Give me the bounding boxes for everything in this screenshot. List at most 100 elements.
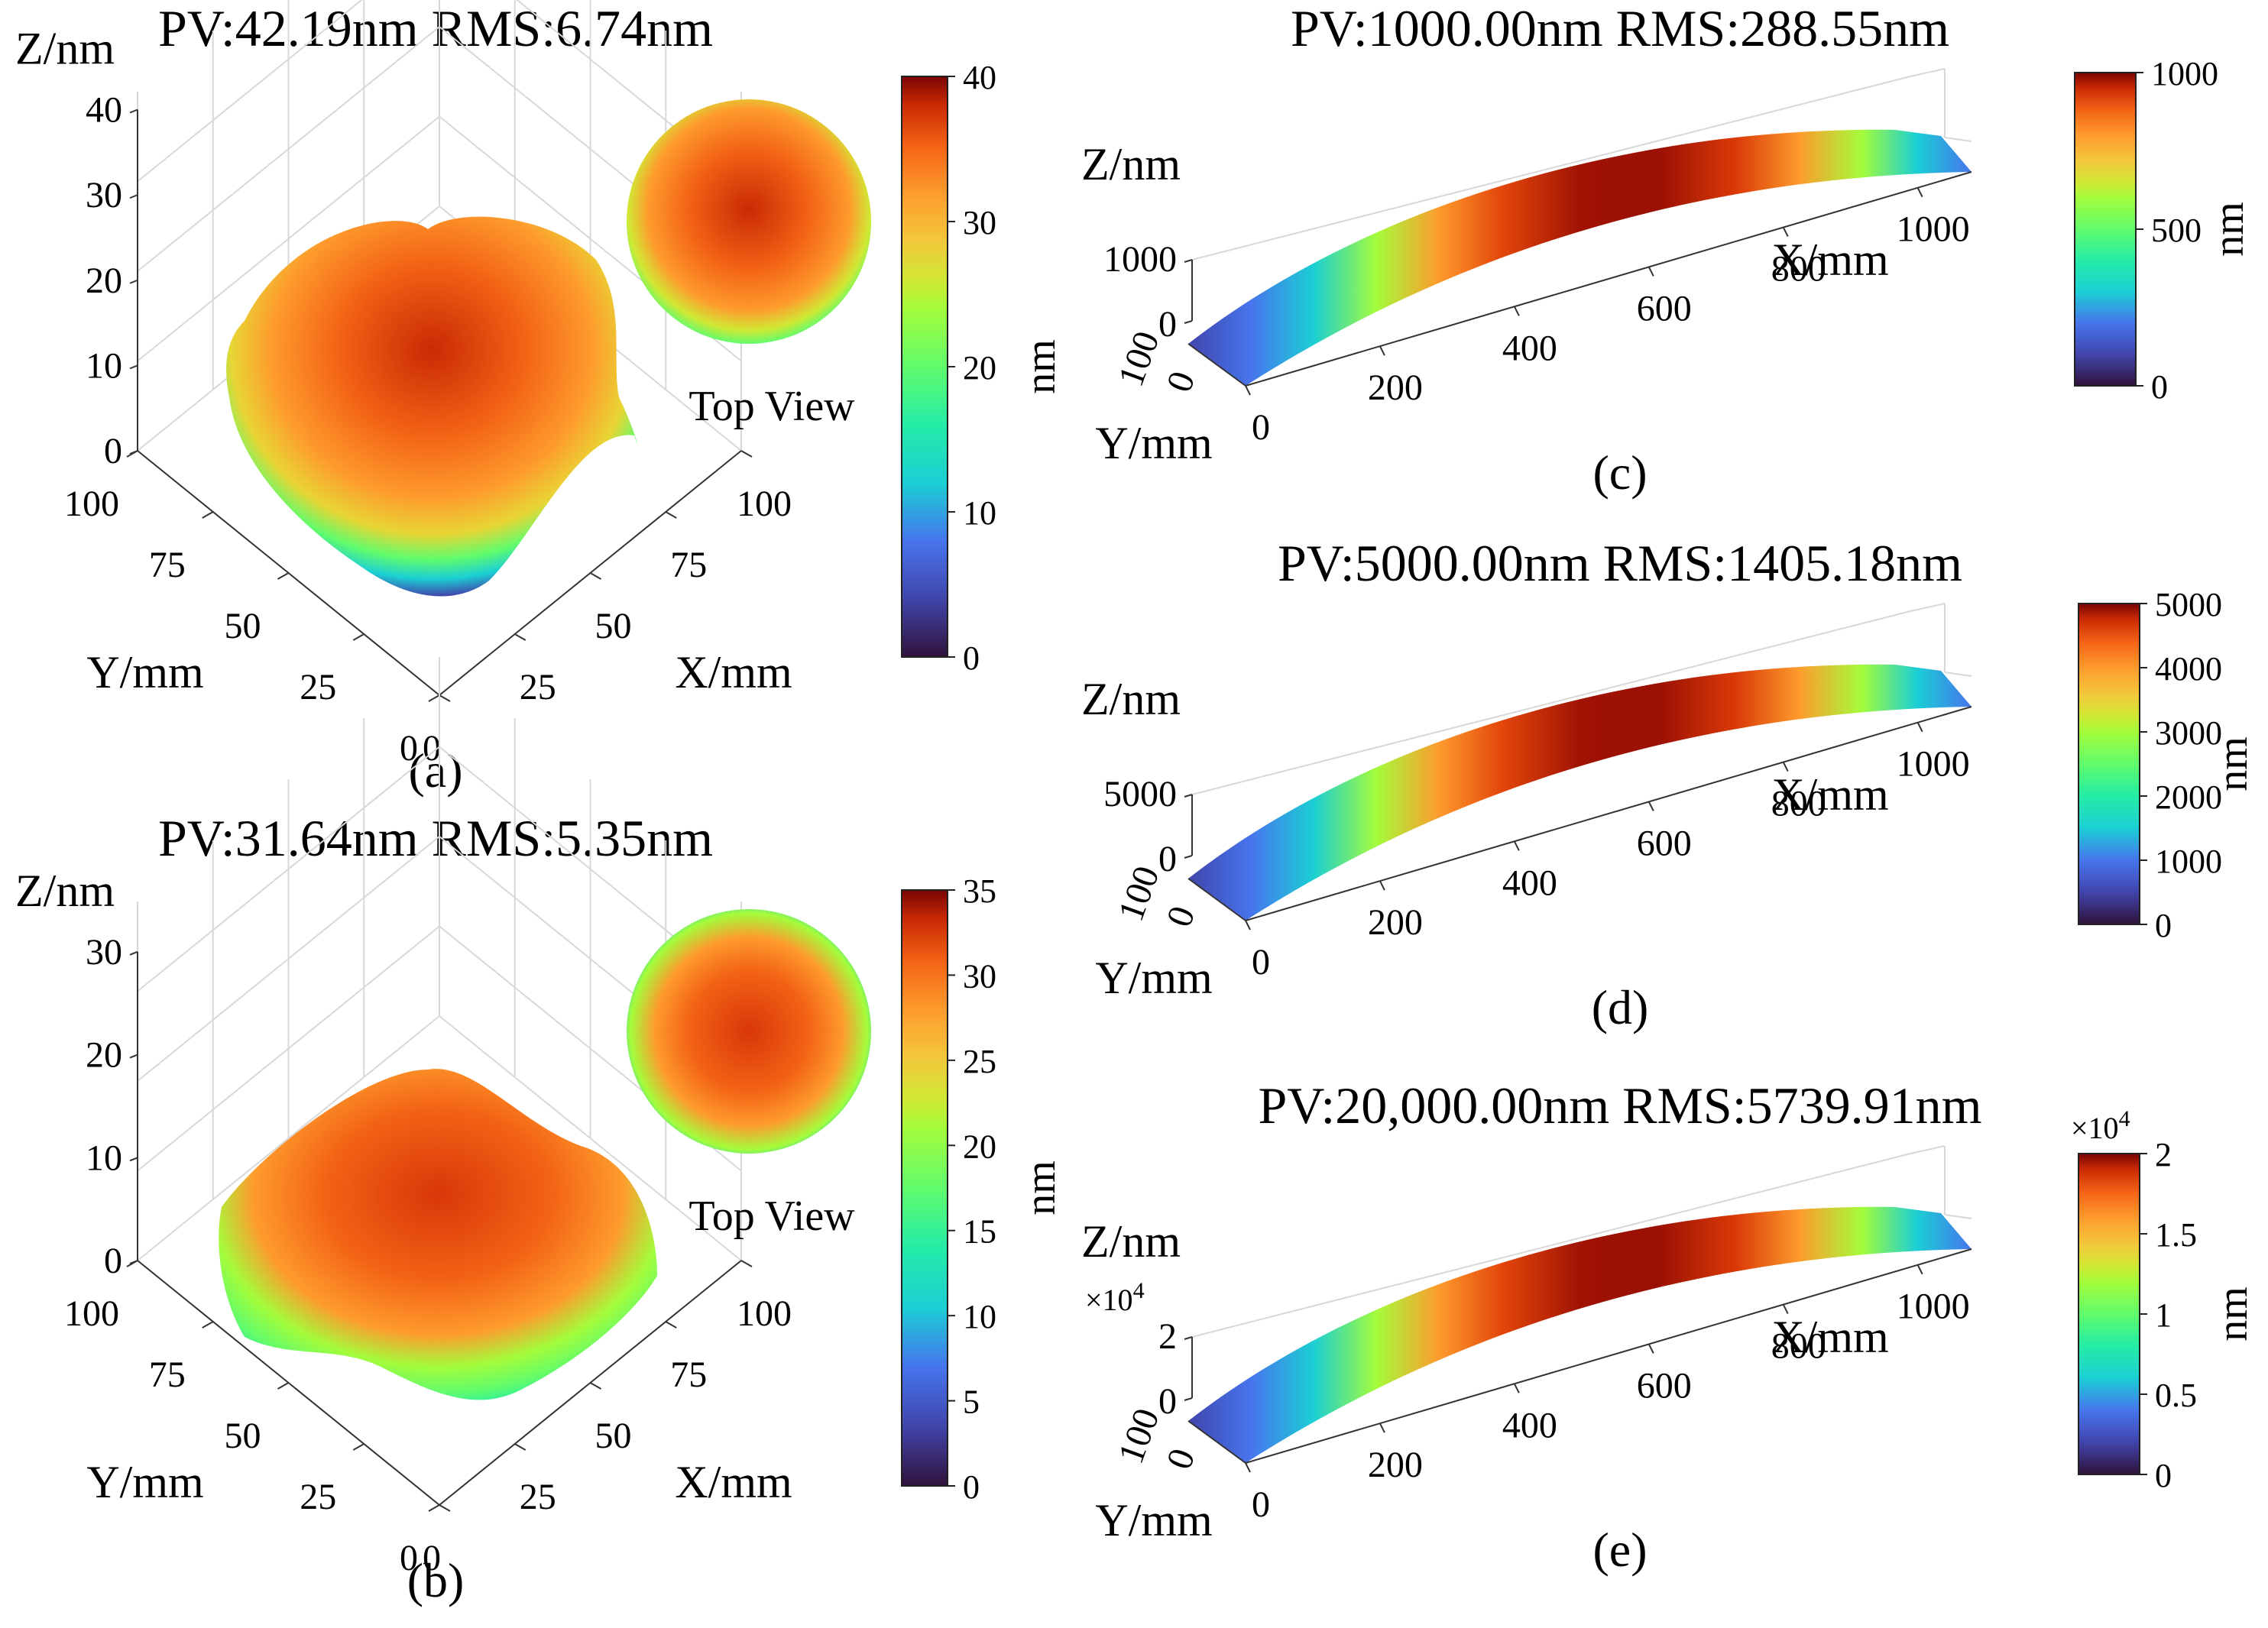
- colorbar-tick-label: 0: [963, 639, 980, 677]
- colorbar-label: nm: [2205, 202, 2253, 257]
- x-tick-label: 50: [595, 606, 632, 646]
- x-tick-label: 25: [520, 1477, 556, 1517]
- x-tick-label: 800: [1771, 784, 1826, 824]
- x-tick-label: 25: [520, 667, 556, 707]
- panel-title: PV:5000.00nm RMS:1405.18nm: [1278, 534, 1962, 592]
- z-tick-mark: [129, 450, 138, 455]
- y-axis-line: [1187, 1420, 1246, 1464]
- y-tick-label: 25: [300, 667, 336, 707]
- x-tick-label: 800: [1771, 249, 1826, 290]
- z-tick-mark: [1184, 855, 1193, 859]
- top-view-inset: [627, 909, 871, 1154]
- x-tick-label: 0: [423, 1538, 441, 1578]
- x-tick-label: 600: [1637, 823, 1692, 863]
- z-axis-label: Z/nm: [15, 24, 115, 74]
- z-tick-mark: [129, 279, 138, 284]
- colorbar-tick-label: 0.5: [2155, 1377, 2197, 1414]
- z-tick-label: 0: [1158, 1381, 1177, 1422]
- surface-e: [1188, 1206, 1972, 1463]
- x-axis-label: X/mm: [1771, 235, 1888, 285]
- colorbar-tick-label: 1000: [2155, 843, 2222, 880]
- x-tick-mark: [1648, 1343, 1654, 1354]
- colorbar-tick-label: 1000: [2151, 55, 2218, 92]
- x-tick-mark: [1916, 187, 1923, 198]
- x-tick-label: 75: [670, 1355, 707, 1395]
- colorbar-tick-label: 2000: [2155, 778, 2222, 816]
- surface-a: [226, 216, 637, 597]
- z-tick-mark: [1184, 259, 1193, 263]
- y-axis-label: Y/mm: [1095, 1495, 1212, 1545]
- x-tick-mark: [1513, 1383, 1520, 1393]
- y-axis-line: [1187, 878, 1246, 921]
- panel-title: PV:42.19nm RMS:6.74nm: [158, 0, 713, 57]
- x-tick-label: 800: [1771, 1326, 1826, 1367]
- y-tick-label: 25: [300, 1477, 336, 1517]
- grid-line: [1910, 68, 1946, 77]
- panel-d: PV:5000.00nm RMS:1405.18nm 0 200 400 600 800 1…: [1081, 534, 2257, 1034]
- colorbar-tick-label: 0: [2151, 368, 2168, 406]
- z-tick-label: 10: [86, 1138, 122, 1178]
- y-tick-mark: [352, 633, 364, 641]
- y-tick-label: 100: [64, 1293, 119, 1334]
- z-tick-mark: [129, 194, 138, 199]
- y-axis-label: Y/mm: [1095, 418, 1212, 468]
- y-tick-label: 75: [149, 545, 186, 585]
- y-tick-label: 75: [149, 1355, 186, 1395]
- colorbar-label: nm: [1017, 1160, 1064, 1215]
- x-tick-mark: [1245, 1462, 1251, 1473]
- x-tick-mark: [1513, 840, 1520, 851]
- x-tick-label: 0: [1252, 407, 1270, 448]
- z-axis-label: Z/nm: [1081, 674, 1181, 724]
- y-tick-label: 0: [400, 728, 418, 769]
- z-axis-label: Z/nm: [1081, 139, 1181, 189]
- colorbar-tick-label: 1: [2155, 1296, 2172, 1334]
- top-view-label: Top View: [688, 383, 855, 430]
- x-tick-mark: [740, 1260, 753, 1267]
- panel-label: (d): [1592, 980, 1649, 1034]
- grid-line: [1944, 137, 1972, 142]
- colorbar-tick-label: 30: [963, 204, 996, 241]
- colorbar-tick-label: 20: [963, 349, 996, 387]
- colorbar-tick-label: 30: [963, 957, 996, 995]
- x-tick-label: 400: [1502, 863, 1557, 903]
- colorbar-tick-label: 3000: [2155, 714, 2222, 752]
- z-tick-mark: [129, 108, 138, 114]
- x-tick-label: 100: [737, 1293, 792, 1334]
- z-axis-label: Z/nm: [1081, 1216, 1181, 1267]
- z-tick-mark: [129, 1157, 138, 1162]
- z-tick-mark: [1184, 1336, 1193, 1340]
- y-tick-mark: [428, 1504, 440, 1512]
- x-tick-mark: [590, 572, 601, 580]
- colorbar-tick-label: 0: [963, 1468, 980, 1506]
- x-axis-label: X/mm: [1771, 1312, 1888, 1362]
- x-tick-mark: [439, 694, 451, 702]
- colorbar-label: nm: [2209, 736, 2257, 791]
- colorbar-tick-label: 0: [2155, 1457, 2172, 1494]
- x-axis-line: [1245, 171, 1972, 387]
- x-tick-mark: [1245, 385, 1251, 396]
- colorbar-a: [901, 76, 948, 658]
- x-tick-label: 0: [1252, 942, 1270, 982]
- panel-label: (e): [1592, 1523, 1647, 1577]
- panel-a: PV:42.19nm RMS:6.74nm0255075100025507510…: [15, 0, 1064, 798]
- grid-line: [1191, 1153, 1911, 1338]
- x-tick-mark: [1916, 722, 1923, 733]
- y-tick-label: 0: [1158, 901, 1203, 932]
- colorbar-tick-label: 10: [963, 494, 996, 532]
- x-tick-mark: [1513, 306, 1520, 316]
- panel-title: PV:1000.00nm RMS:288.55nm: [1291, 0, 1949, 57]
- grid-line: [137, 0, 363, 183]
- x-tick-label: 400: [1502, 1405, 1557, 1445]
- colorbar-label: nm: [2209, 1287, 2257, 1342]
- y-tick-mark: [202, 511, 214, 519]
- y-tick-mark: [277, 1382, 289, 1390]
- z-tick-label: 0: [104, 1241, 122, 1281]
- y-tick-label: 0: [1158, 366, 1203, 397]
- y-tick-label: 0: [1158, 1443, 1203, 1474]
- z-tick-mark: [129, 1260, 138, 1264]
- y-tick-mark: [352, 1443, 364, 1451]
- x-axis-line: [1245, 1248, 1972, 1464]
- colorbar-tick-label: 20: [963, 1128, 996, 1165]
- panel-c: PV:1000.00nm RMS:288.55nm 0 200 400 600 800 10…: [1081, 0, 2253, 500]
